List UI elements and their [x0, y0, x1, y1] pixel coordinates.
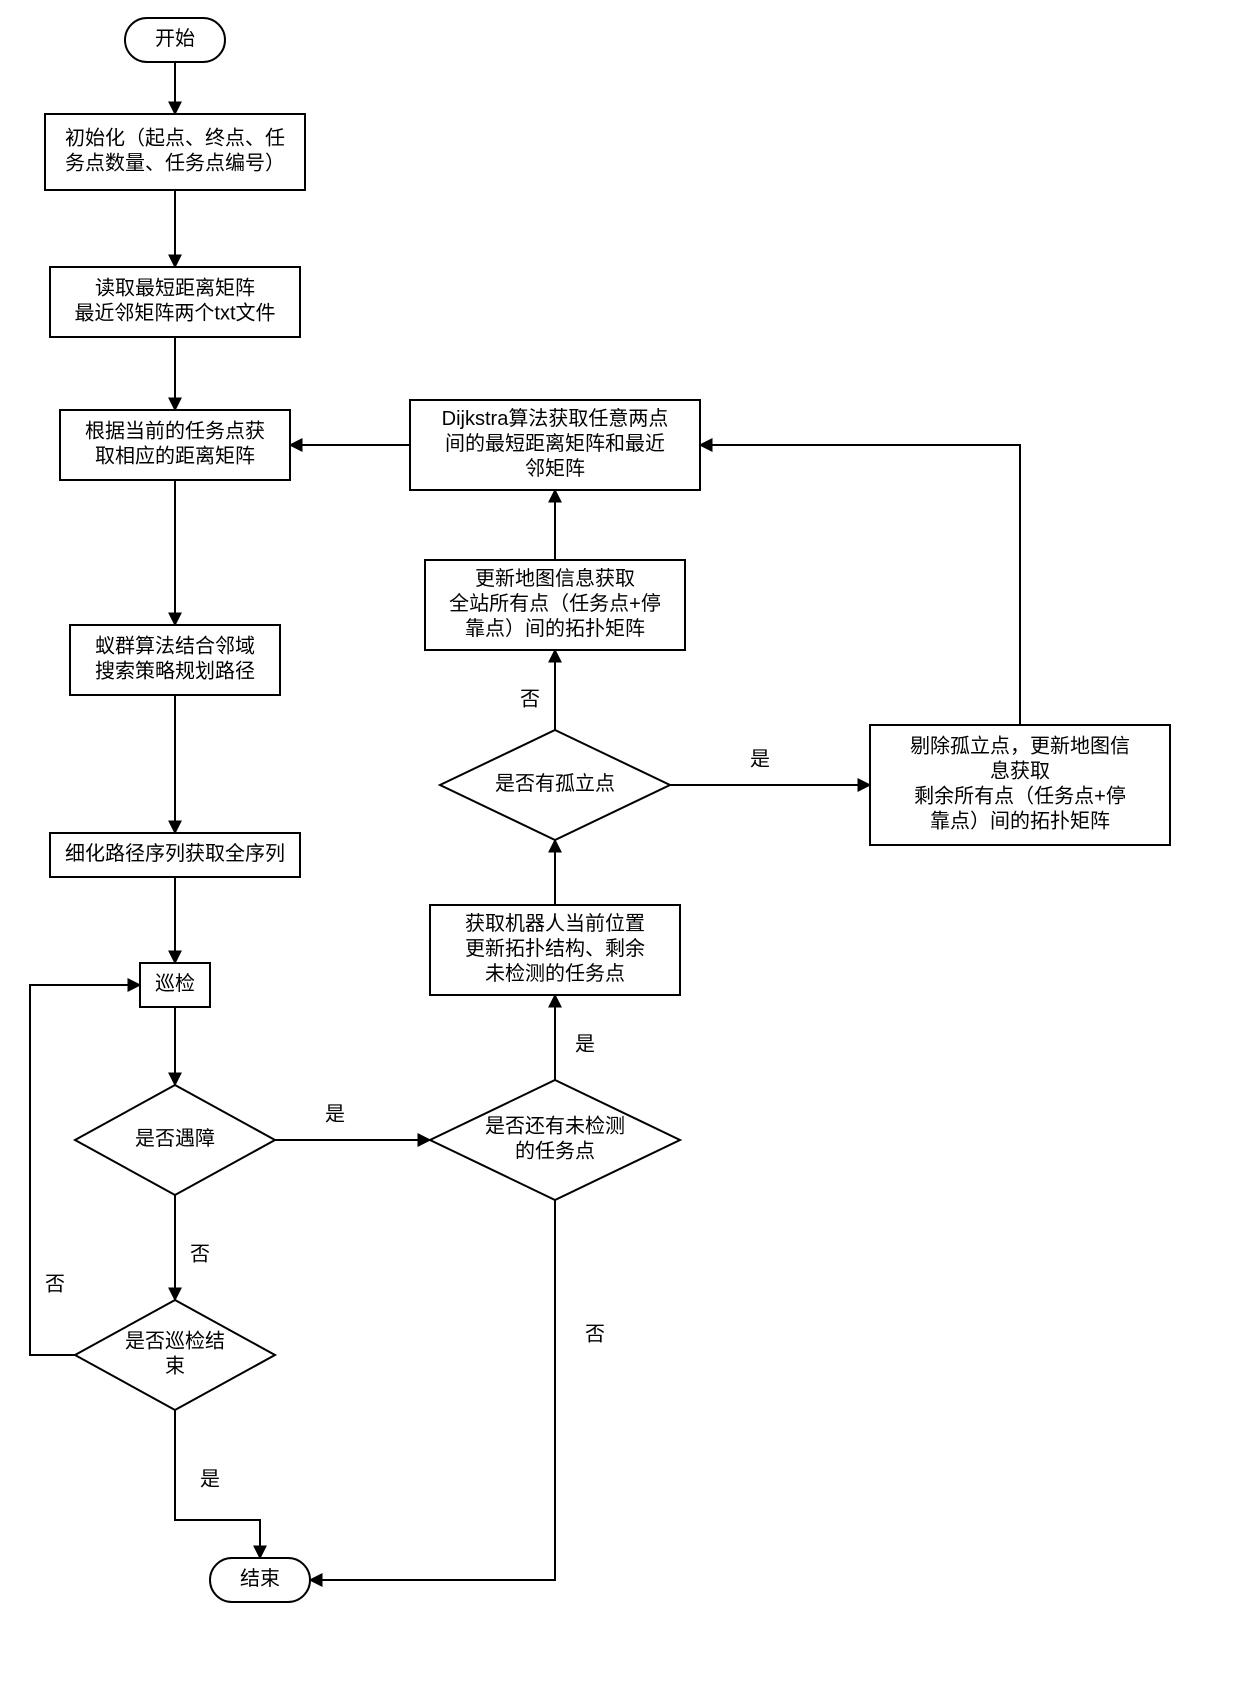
node-getdist: 根据当前的任务点获取相应的距离矩阵 [60, 410, 290, 480]
node-done: 是否巡检结束 [75, 1300, 275, 1410]
node-start: 开始 [125, 18, 225, 62]
node-updmap: 更新地图信息获取全站所有点（任务点+停靠点）间的拓扑矩阵 [425, 560, 685, 650]
edge-remain-end [310, 1200, 555, 1580]
edge-done-patrol [30, 985, 140, 1355]
node-isol-label: 是否有孤立点 [495, 772, 615, 795]
node-obst-label: 是否遇障 [135, 1127, 215, 1150]
edge-remove-dijkstra [700, 445, 1020, 725]
node-isol: 是否有孤立点 [440, 730, 670, 840]
edge-label-done-patrol: 否 [45, 1273, 65, 1295]
edge-label-obst-done: 否 [190, 1243, 210, 1265]
node-readtxt: 读取最短距离矩阵最近邻矩阵两个txt文件 [50, 267, 300, 337]
nodes-layer: 开始初始化（起点、终点、任务点数量、任务点编号） 读取最短距离矩阵最近邻矩阵两个t… [45, 18, 1170, 1602]
node-getpos: 获取机器人当前位置更新拓扑结构、剩余未检测的任务点 [430, 905, 680, 995]
node-init: 初始化（起点、终点、任务点数量、任务点编号） [45, 114, 305, 190]
node-remain: 是否还有未检测的任务点 [430, 1080, 680, 1200]
edge-label-obst-remain: 是 [325, 1103, 345, 1125]
node-end: 结束 [210, 1558, 310, 1602]
node-patrol: 巡检 [140, 963, 210, 1007]
node-obst: 是否遇障 [75, 1085, 275, 1195]
node-getpos-label: 获取机器人当前位置更新拓扑结构、剩余未检测的任务点 [465, 912, 645, 985]
node-updmap-label: 更新地图信息获取全站所有点（任务点+停靠点）间的拓扑矩阵 [449, 567, 661, 640]
edge-label-isol-updmap: 否 [520, 688, 540, 710]
node-remove: 剔除孤立点，更新地图信息获取剩余所有点（任务点+停靠点）间的拓扑矩阵 [870, 725, 1170, 845]
node-end-label: 结束 [240, 1567, 280, 1590]
edge-label-remain-getpos: 是 [575, 1033, 595, 1055]
node-refine: 细化路径序列获取全序列 [50, 833, 300, 877]
edge-label-isol-remove: 是 [750, 748, 770, 770]
node-refine-label: 细化路径序列获取全序列 [65, 842, 285, 865]
node-dijkstra: Dijkstra算法获取任意两点间的最短距离矩阵和最近邻矩阵 [410, 400, 700, 490]
edge-label-done-end: 是 [200, 1468, 220, 1490]
node-start-label: 开始 [155, 27, 195, 50]
edge-label-remain-end: 否 [585, 1323, 605, 1345]
node-patrol-label: 巡检 [155, 972, 195, 995]
node-aco: 蚁群算法结合邻域搜索策略规划路径 [70, 625, 280, 695]
